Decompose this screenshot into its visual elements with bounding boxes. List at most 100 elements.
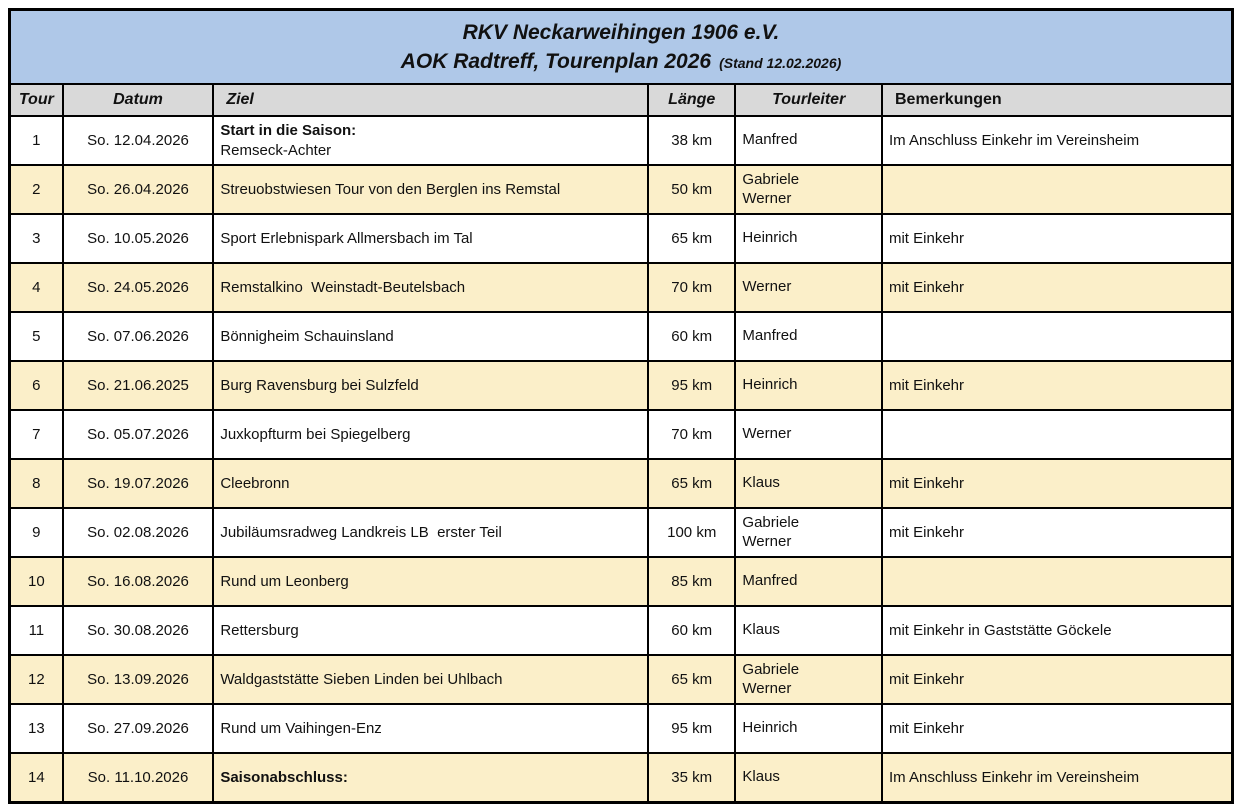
subtitle-stand-date: (Stand 12.02.2026) xyxy=(719,55,842,72)
cell-laenge: 95 km xyxy=(647,703,737,754)
subtitle-text: AOK Radtreff, Tourenplan 2026 xyxy=(400,50,712,74)
cell-laenge: 95 km xyxy=(647,360,737,411)
cell-ziel: Rund um Vaihingen-Enz xyxy=(212,703,650,754)
ziel-plain-text: Remseck-Achter xyxy=(220,141,332,159)
cell-datum: So. 12.04.2026 xyxy=(61,115,215,166)
table-row: 1 So. 12.04.2026 Start in die Saison: Remse… xyxy=(8,115,1234,166)
ziel-plain-text: Streuobstwiesen Tour von den Berglen ins… xyxy=(220,180,561,198)
cell-bemerkungen: mit Einkehr xyxy=(880,507,1234,558)
cell-laenge: 100 km xyxy=(647,507,737,558)
cell-datum: So. 26.04.2026 xyxy=(61,164,215,215)
ziel-text: Streuobstwiesen Tour von den Berglen ins… xyxy=(220,180,641,200)
cell-bemerkungen: mit Einkehr xyxy=(880,458,1234,509)
cell-laenge: 60 km xyxy=(647,605,737,656)
table-row: 5 So. 07.06.2026 Bönnigheim Schauinsland 60… xyxy=(8,311,1234,362)
ziel-text: Jubiläumsradweg Landkreis LB erster Teil xyxy=(220,523,641,543)
ziel-plain-text: Bönnigheim Schauinsland xyxy=(220,327,394,345)
ziel-text: Juxkopfturm bei Spiegelberg xyxy=(220,425,641,445)
cell-ziel: Waldgaststätte Sieben Linden bei Uhlbach xyxy=(212,654,650,705)
cell-ziel: Start in die Saison: Remseck-Achter xyxy=(212,115,650,166)
cell-laenge: 65 km xyxy=(647,213,737,264)
cell-tour: 11 xyxy=(8,605,64,656)
cell-datum: So. 07.06.2026 xyxy=(61,311,215,362)
ziel-text: Burg Ravensburg bei Sulzfeld xyxy=(220,376,641,396)
cell-laenge: 70 km xyxy=(647,262,737,313)
cell-datum: So. 19.07.2026 xyxy=(61,458,215,509)
table-row: 11 So. 30.08.2026 Rettersburg 60 km Klaus mit… xyxy=(8,605,1234,656)
cell-bemerkungen: mit Einkehr xyxy=(880,213,1234,264)
cell-tourleiter: Klaus xyxy=(734,752,883,804)
column-header-bemerkungen: Bemerkungen xyxy=(880,83,1234,117)
ziel-plain-text: Waldgaststätte Sieben Linden bei Uhlbach xyxy=(220,670,503,688)
table-title-band: RKV Neckarweihingen 1906 e.V. AOK Radtre… xyxy=(8,8,1234,85)
cell-tour: 10 xyxy=(8,556,64,607)
ziel-text: Bönnigheim Schauinsland xyxy=(220,327,641,347)
cell-datum: So. 13.09.2026 xyxy=(61,654,215,705)
cell-bemerkungen: mit Einkehr xyxy=(880,262,1234,313)
cell-bemerkungen: Im Anschluss Einkehr im Vereinsheim xyxy=(880,752,1234,804)
cell-tourleiter: Manfred xyxy=(734,556,883,607)
cell-tour: 3 xyxy=(8,213,64,264)
ziel-text: Rettersburg xyxy=(220,621,641,641)
cell-tourleiter: Manfred xyxy=(734,311,883,362)
cell-tour: 2 xyxy=(8,164,64,215)
cell-ziel: Saisonabschluss: xyxy=(212,752,650,804)
page-title: RKV Neckarweihingen 1906 e.V. xyxy=(462,20,780,44)
cell-ziel: Streuobstwiesen Tour von den Berglen ins… xyxy=(212,164,650,215)
cell-tourleiter: Heinrich xyxy=(734,213,883,264)
cell-tourleiter: Gabriele Werner xyxy=(734,654,883,705)
table-row: 10 So. 16.08.2026 Rund um Leonberg 85 km Man… xyxy=(8,556,1234,607)
cell-ziel: Rund um Leonberg xyxy=(212,556,650,607)
ziel-plain-text: Cleebronn xyxy=(220,474,290,492)
table-row: 13 So. 27.09.2026 Rund um Vaihingen-Enz 95 … xyxy=(8,703,1234,754)
cell-datum: So. 27.09.2026 xyxy=(61,703,215,754)
cell-bemerkungen xyxy=(880,311,1234,362)
cell-bemerkungen: mit Einkehr xyxy=(880,360,1234,411)
ziel-plain-text: Burg Ravensburg bei Sulzfeld xyxy=(220,376,419,394)
cell-tourleiter: Klaus xyxy=(734,458,883,509)
cell-ziel: Cleebronn xyxy=(212,458,650,509)
cell-tour: 4 xyxy=(8,262,64,313)
cell-laenge: 35 km xyxy=(647,752,737,804)
table-row: 2 So. 26.04.2026 Streuobstwiesen Tour von … xyxy=(8,164,1234,215)
table-row: 9 So. 02.08.2026 Jubiläumsradweg Landkreis… xyxy=(8,507,1234,558)
cell-datum: So. 21.06.2025 xyxy=(61,360,215,411)
ziel-text: Remstalkino Weinstadt-Beutelsbach xyxy=(220,278,641,298)
cell-tour: 13 xyxy=(8,703,64,754)
cell-tourleiter: Werner xyxy=(734,262,883,313)
ziel-text: Rund um Leonberg xyxy=(220,572,641,592)
cell-laenge: 60 km xyxy=(647,311,737,362)
cell-bemerkungen: Im Anschluss Einkehr im Vereinsheim xyxy=(880,115,1234,166)
cell-laenge: 50 km xyxy=(647,164,737,215)
table-row: 4 So. 24.05.2026 Remstalkino Weinstadt-Beu… xyxy=(8,262,1234,313)
ziel-plain-text: Jubiläumsradweg Landkreis LB erster Teil xyxy=(220,523,502,541)
page-subtitle: AOK Radtreff, Tourenplan 2026 (Stand 12.0… xyxy=(11,48,1231,75)
table-row: 12 So. 13.09.2026 Waldgaststätte Sieben Li… xyxy=(8,654,1234,705)
document-page: RKV Neckarweihingen 1906 e.V. AOK Radtre… xyxy=(8,8,1234,804)
column-header-ziel: Ziel xyxy=(212,83,650,117)
tour-table: RKV Neckarweihingen 1906 e.V. AOK Radtre… xyxy=(8,8,1234,804)
cell-laenge: 65 km xyxy=(647,458,737,509)
ziel-highlight-text: Start in die Saison: xyxy=(220,122,357,139)
column-header-datum: Datum xyxy=(61,83,215,117)
ziel-plain-text: Remstalkino Weinstadt-Beutelsbach xyxy=(220,278,466,296)
ziel-text: Start in die Saison: Remseck-Achter xyxy=(220,121,641,160)
ziel-plain-text: Rettersburg xyxy=(220,621,299,639)
cell-tourleiter: Heinrich xyxy=(734,360,883,411)
title-row: RKV Neckarweihingen 1906 e.V. AOK Radtre… xyxy=(8,8,1234,85)
ziel-text: Cleebronn xyxy=(220,474,641,494)
cell-tour: 9 xyxy=(8,507,64,558)
cell-bemerkungen: mit Einkehr xyxy=(880,654,1234,705)
cell-tourleiter: Gabriele Werner xyxy=(734,507,883,558)
ziel-text: Rund um Vaihingen-Enz xyxy=(220,719,641,739)
cell-tourleiter: Klaus xyxy=(734,605,883,656)
cell-laenge: 70 km xyxy=(647,409,737,460)
cell-bemerkungen: mit Einkehr xyxy=(880,703,1234,754)
column-header-row: Tour Datum Ziel Länge Tourleiter Bemerku… xyxy=(8,83,1234,117)
ziel-text: Saisonabschluss: xyxy=(220,768,641,788)
cell-laenge: 38 km xyxy=(647,115,737,166)
column-header-laenge: Länge xyxy=(647,83,737,117)
table-row: 6 So. 21.06.2025 Burg Ravensburg bei Sulzf… xyxy=(8,360,1234,411)
cell-tour: 1 xyxy=(8,115,64,166)
table-row: 3 So. 10.05.2026 Sport Erlebnispark Allmer… xyxy=(8,213,1234,264)
